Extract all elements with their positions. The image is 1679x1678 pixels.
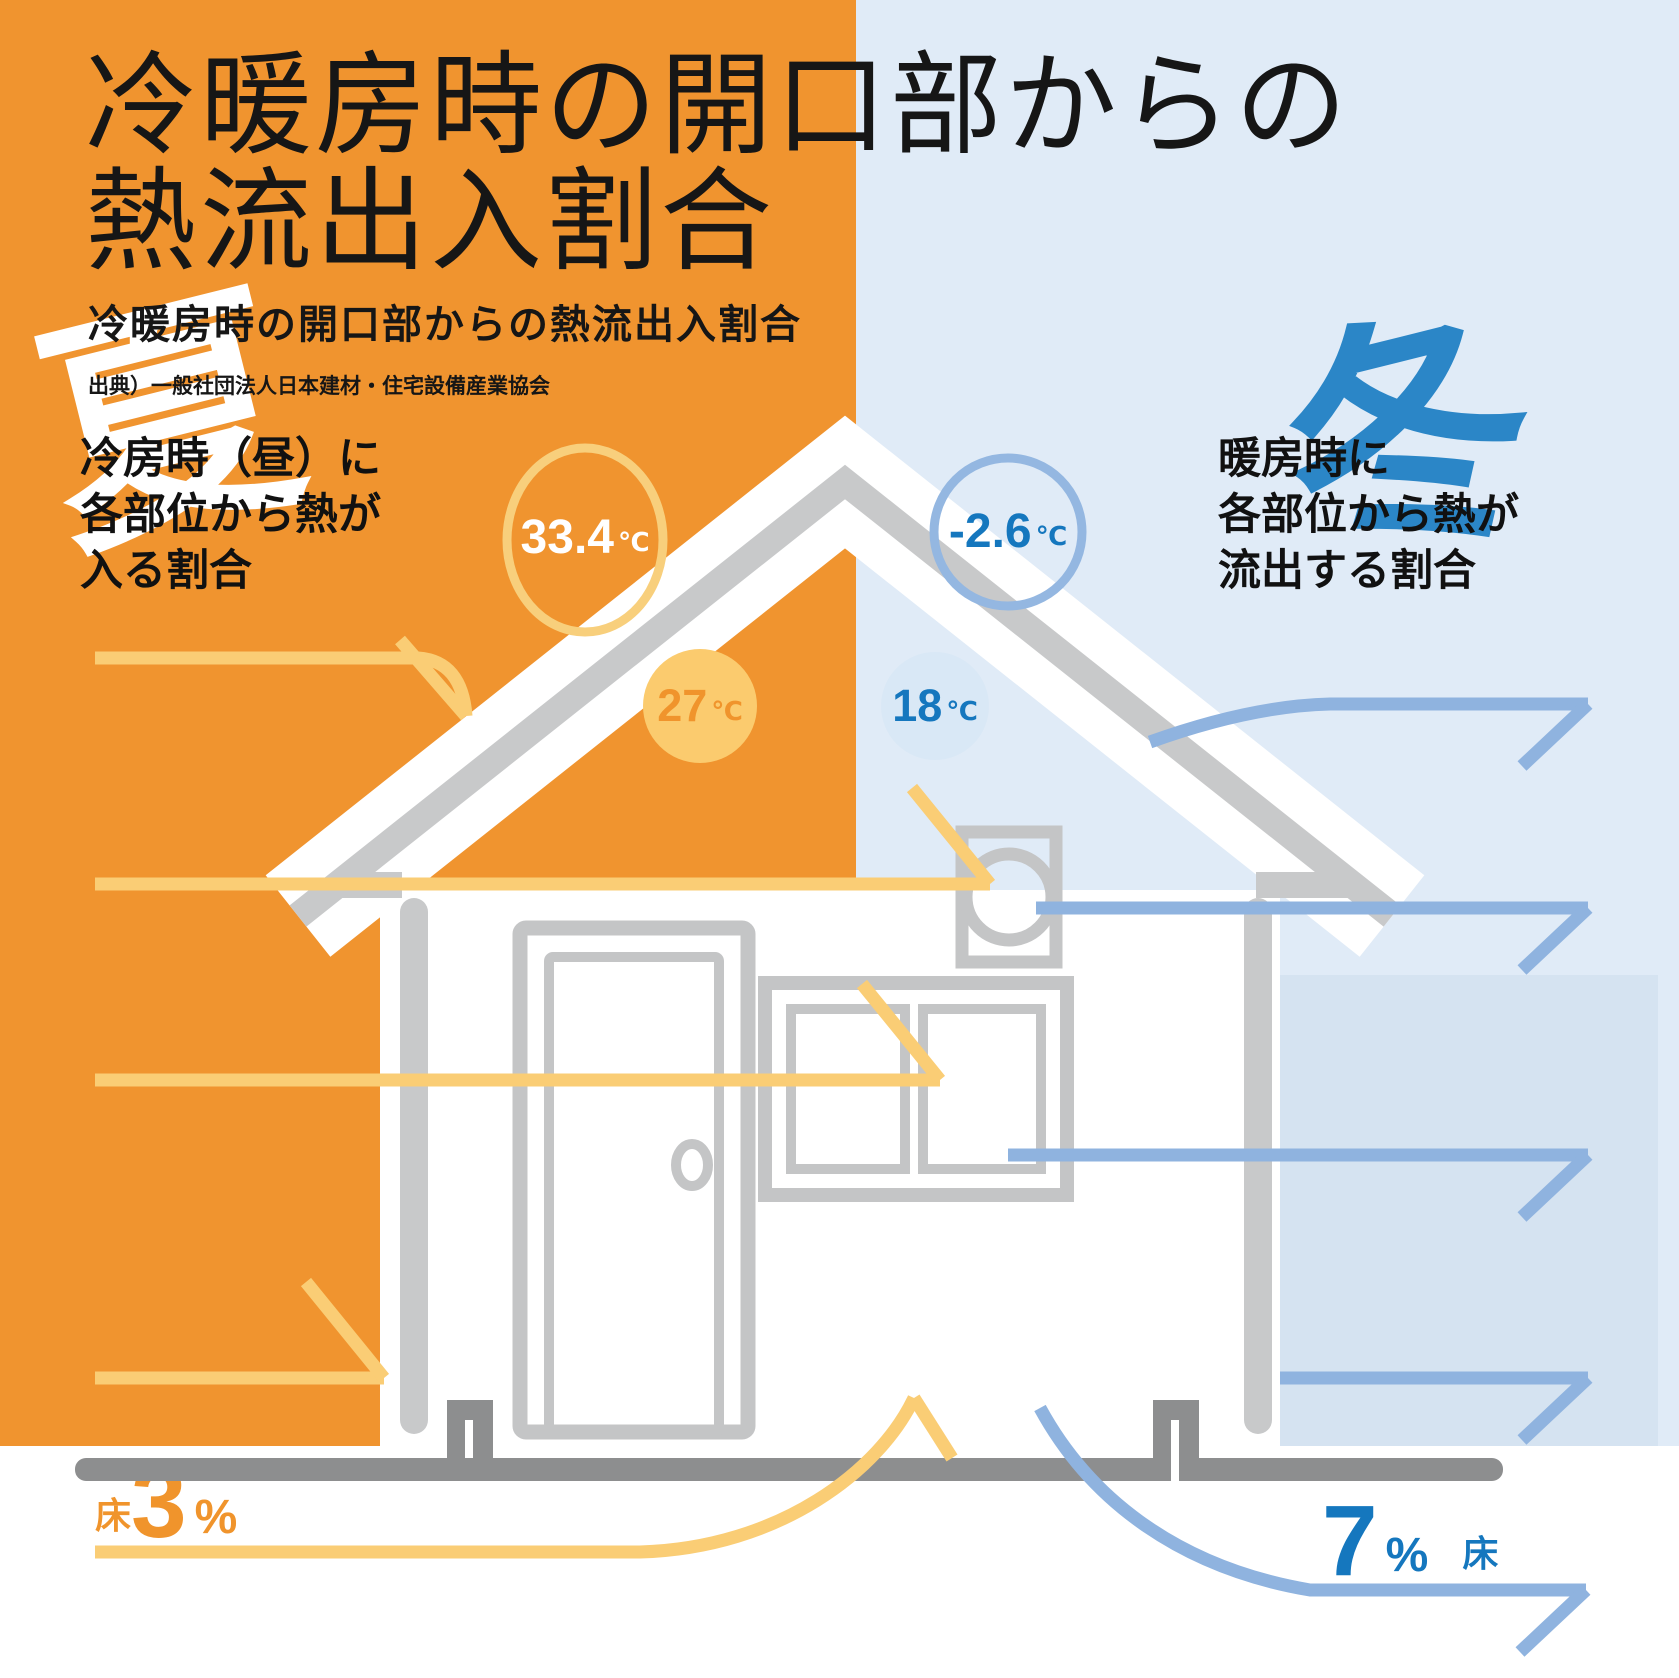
- page-title-line1: 冷暖房時の開口部からの: [85, 43, 1350, 168]
- arrow-winter-floor: [1034, 1404, 1586, 1597]
- summer-heading-line3: 入る割合: [80, 546, 252, 595]
- winter-heading-line3: 流出する割合: [1218, 546, 1476, 595]
- summer-heading: 冷房時（昼）に 各部位から熱が 入る割合: [80, 432, 381, 600]
- indoor-winter-temp: 18 ℃: [855, 680, 1015, 732]
- eave-soffit-right: [1256, 872, 1348, 898]
- outdoor-summer-temp-value: 33.4: [520, 511, 614, 564]
- arrow-summer-floor: [95, 1395, 920, 1559]
- indoor-summer-temp-unit: ℃: [711, 695, 743, 726]
- arrow-winter-roof-barb: [1517, 699, 1593, 771]
- vent-fan-circle: [959, 847, 1059, 947]
- arrow-summer-floor-barb: [908, 1394, 958, 1462]
- summer-arrows: [95, 635, 996, 1559]
- indoor-summer-temp-value: 27: [657, 680, 708, 731]
- indoor-winter-temp-value: 18: [892, 680, 943, 731]
- arrow-winter-opening-barb: [1517, 1150, 1593, 1222]
- outdoor-winter-temp-unit: ℃: [1035, 521, 1068, 551]
- winter-heading: 暖房時に 各部位から熱が 流出する割合: [1218, 432, 1519, 600]
- roof-outline: [289, 464, 1401, 927]
- window-pane-left: [786, 1004, 910, 1174]
- winter-item-floor: 7 % 床: [1322, 1485, 1499, 1597]
- arrow-summer-opening-barb: [856, 979, 946, 1085]
- indoor-summer-temp: 27 ℃: [620, 680, 780, 732]
- floor-bar: [75, 1458, 1503, 1481]
- summer-heading-line2: 各部位から熱が: [80, 490, 381, 539]
- outdoor-summer-temp: 33.4 ℃: [475, 510, 695, 565]
- arrow-summer-vent-barb: [906, 783, 996, 889]
- door-knob: [671, 1139, 713, 1191]
- arrow-summer-wall-barb: [300, 1277, 390, 1383]
- page-title: 冷暖房時の開口部からの 熱流出入割合: [85, 43, 1350, 285]
- winter-floor-unit: %: [1385, 1529, 1429, 1582]
- winter-wall-panel: [1280, 975, 1658, 1446]
- outdoor-winter-temp-value: -2.6: [948, 505, 1032, 558]
- arrow-winter-wall-barb: [1517, 1373, 1593, 1445]
- indoor-winter-temp-unit: ℃: [946, 695, 978, 726]
- window-pane-right: [918, 1004, 1046, 1174]
- arrow-winter-vent-barb: [1517, 903, 1593, 975]
- foundation-post-left-slit: [465, 1420, 473, 1458]
- outdoor-summer-temp-unit: ℃: [617, 527, 650, 557]
- winter-floor-value: 7: [1322, 1485, 1388, 1597]
- summer-heading-line1: 冷房時（昼）に: [80, 435, 381, 483]
- page-subtitle: 冷暖房時の開口部からの熱流出入割合: [88, 303, 802, 347]
- outdoor-summer-temp-circle: [502, 443, 668, 637]
- winter-floor-label: 床: [1462, 1533, 1499, 1574]
- outdoor-winter-temp-circle: [929, 453, 1087, 611]
- door-frame-inner: [544, 952, 724, 1437]
- arrow-winter-roof: [1147, 697, 1588, 749]
- indoor-winter-temp-circle: [881, 652, 989, 760]
- winter-heading-line1: 暖房時に: [1218, 435, 1390, 483]
- wall-left: [400, 898, 428, 1434]
- indoor-summer-temp-circle: [643, 649, 757, 763]
- summer-floor-label: 床: [95, 1495, 132, 1536]
- outdoor-winter-temp: -2.6 ℃: [898, 504, 1118, 559]
- source-note: 出典）一般社団法人日本建材・住宅設備産業協会: [88, 375, 550, 398]
- winter-heading-line2: 各部位から熱が: [1218, 490, 1519, 539]
- foundation-post-right-slit: [1171, 1420, 1179, 1481]
- arrow-winter-floor-barb: [1515, 1585, 1591, 1657]
- window-frame: [758, 976, 1074, 1202]
- arrow-summer-roof-barb: [395, 635, 471, 721]
- winter-arrows: [1008, 697, 1593, 1657]
- summer-floor-unit: %: [194, 1491, 238, 1544]
- wall-right: [1244, 898, 1272, 1434]
- page-title-line2: 熱流出入割合: [85, 159, 775, 285]
